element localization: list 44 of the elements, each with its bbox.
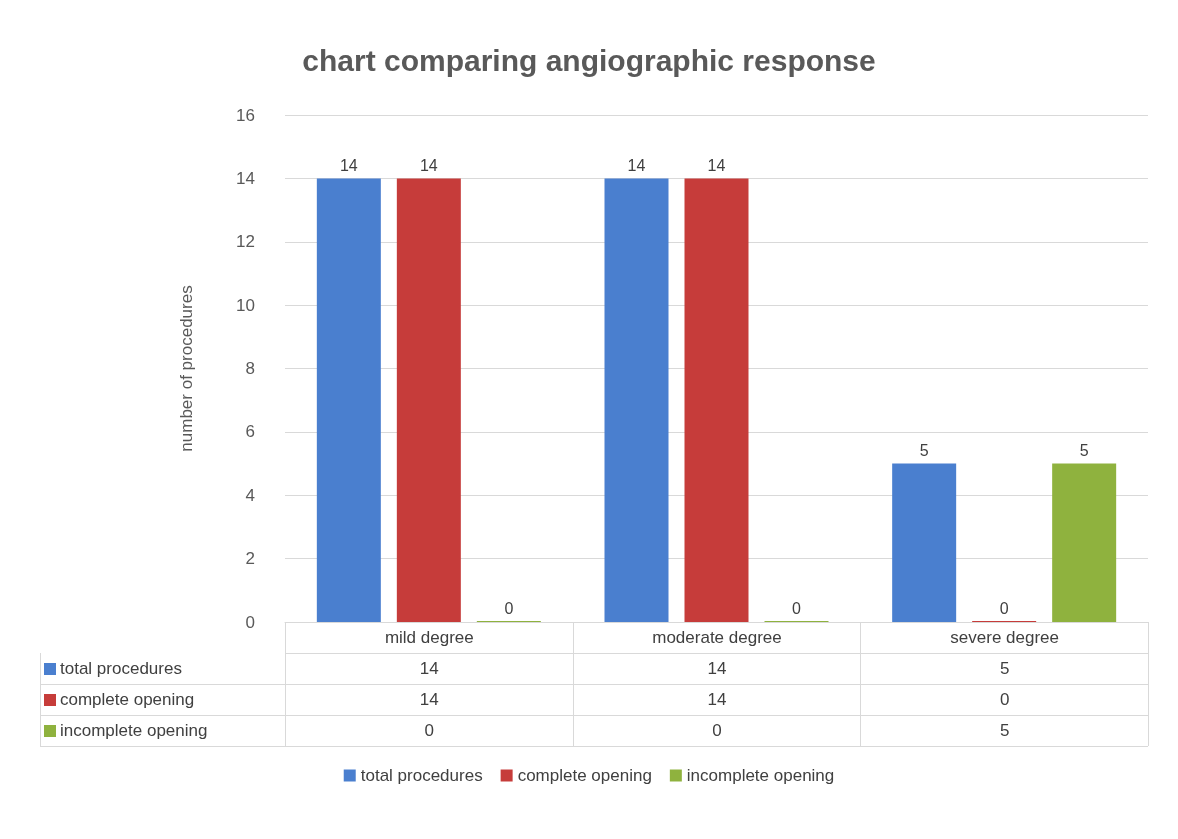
- text: 0: [711, 719, 723, 742]
- data-label: 0: [504, 599, 514, 617]
- bar: [316, 178, 381, 622]
- y-axis-title: number of procedures: [177, 285, 196, 452]
- data-label: 14: [707, 156, 726, 174]
- bar: [892, 463, 957, 622]
- bar: [604, 178, 669, 622]
- y-tick-label: 6: [245, 422, 255, 442]
- text: 14: [418, 688, 440, 711]
- legend-label: incomplete opening: [686, 766, 835, 785]
- y-tick-label: 2: [245, 549, 255, 569]
- data-label: 0: [792, 599, 802, 617]
- text: 14: [706, 688, 728, 711]
- text: 5: [998, 719, 1011, 742]
- y-tick-label: 14: [236, 168, 255, 188]
- legend-label: complete opening: [517, 766, 652, 785]
- y-tick-label: 16: [236, 105, 255, 125]
- data-label: 0: [999, 599, 1009, 617]
- legend-label: total procedures: [59, 657, 183, 680]
- text: 14: [706, 657, 728, 680]
- data-label: 14: [419, 156, 438, 174]
- y-tick-label: 0: [245, 612, 255, 632]
- y-tick-label: 10: [236, 295, 255, 315]
- x-tick-label: mild degree: [383, 626, 475, 649]
- x-tick-label: severe degree: [949, 626, 1060, 649]
- text: total procedures: [360, 766, 483, 785]
- data-label: 14: [627, 156, 646, 174]
- y-tick-label: 4: [245, 485, 255, 505]
- text: incomplete opening: [60, 720, 208, 740]
- bar: [684, 178, 749, 622]
- text: 14: [418, 657, 440, 680]
- text: complete opening: [60, 689, 195, 709]
- text: 0: [998, 688, 1011, 711]
- text: 0: [423, 719, 436, 742]
- x-tick-label: moderate degree: [651, 626, 783, 649]
- bar: [1052, 463, 1117, 622]
- data-label: 5: [919, 442, 929, 460]
- data-label: 14: [339, 156, 358, 174]
- chart-title: chart comparing angiographic response: [302, 43, 876, 77]
- bar: [396, 178, 461, 622]
- y-tick-label: 8: [245, 359, 255, 378]
- text: 5: [998, 657, 1011, 680]
- y-tick-label: 12: [236, 232, 255, 252]
- data-label: 5: [1079, 442, 1089, 460]
